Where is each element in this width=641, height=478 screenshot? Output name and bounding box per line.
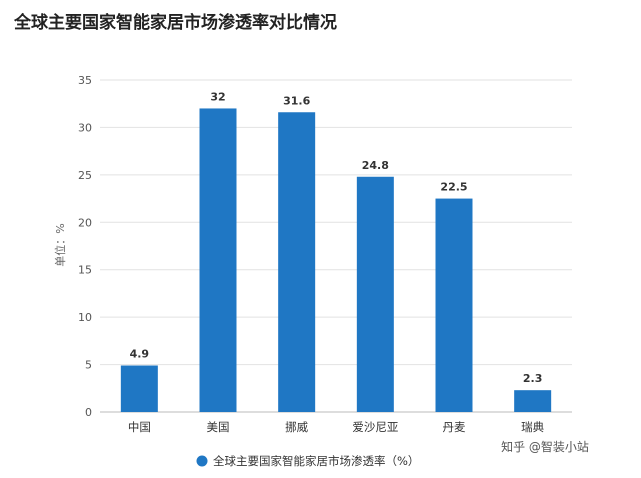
y-tick-label: 15 <box>78 264 92 277</box>
x-tick-label: 丹麦 <box>443 420 466 434</box>
data-label: 2.3 <box>523 372 543 385</box>
data-label: 32 <box>210 90 225 103</box>
y-tick-label: 30 <box>78 121 92 134</box>
x-tick-label: 挪威 <box>285 420 308 434</box>
x-tick-label: 中国 <box>128 420 151 434</box>
x-tick-label: 爱沙尼亚 <box>352 420 398 434</box>
bar <box>435 198 473 412</box>
bars <box>120 108 552 412</box>
data-label: 4.9 <box>130 348 150 361</box>
legend-label: 全球主要国家智能家居市场渗透率（%） <box>213 454 419 468</box>
x-tick-label: 美国 <box>207 420 230 434</box>
legend-marker <box>196 455 208 467</box>
bar <box>356 176 394 412</box>
x-tick-label: 瑞典 <box>521 420 544 434</box>
y-tick-label: 5 <box>85 359 92 372</box>
bar <box>278 112 316 412</box>
data-label: 31.6 <box>283 94 310 107</box>
watermark: 知乎 @智装小站 <box>501 439 589 454</box>
data-labels: 4.9 32 31.6 24.8 22.5 2.3 <box>130 90 543 385</box>
data-label: 24.8 <box>362 159 389 172</box>
bar <box>120 365 158 412</box>
y-tick-label: 10 <box>78 311 92 324</box>
legend: 全球主要国家智能家居市场渗透率（%） <box>196 454 419 468</box>
y-axis-ticks: 0 5 10 15 20 25 30 35 <box>78 74 92 419</box>
y-tick-label: 0 <box>85 406 92 419</box>
y-tick-label: 25 <box>78 169 92 182</box>
y-tick-label: 35 <box>78 74 92 87</box>
y-tick-label: 20 <box>78 216 92 229</box>
chart-title: 全球主要国家智能家居市场渗透率对比情况 <box>14 13 337 33</box>
data-label: 22.5 <box>440 181 467 194</box>
gridlines <box>100 79 572 413</box>
y-axis-label: 单位：% <box>53 223 67 266</box>
x-axis-ticks: 中国 美国 挪威 爱沙尼亚 丹麦 瑞典 <box>128 420 545 434</box>
bar <box>514 390 552 412</box>
bar <box>199 108 237 412</box>
